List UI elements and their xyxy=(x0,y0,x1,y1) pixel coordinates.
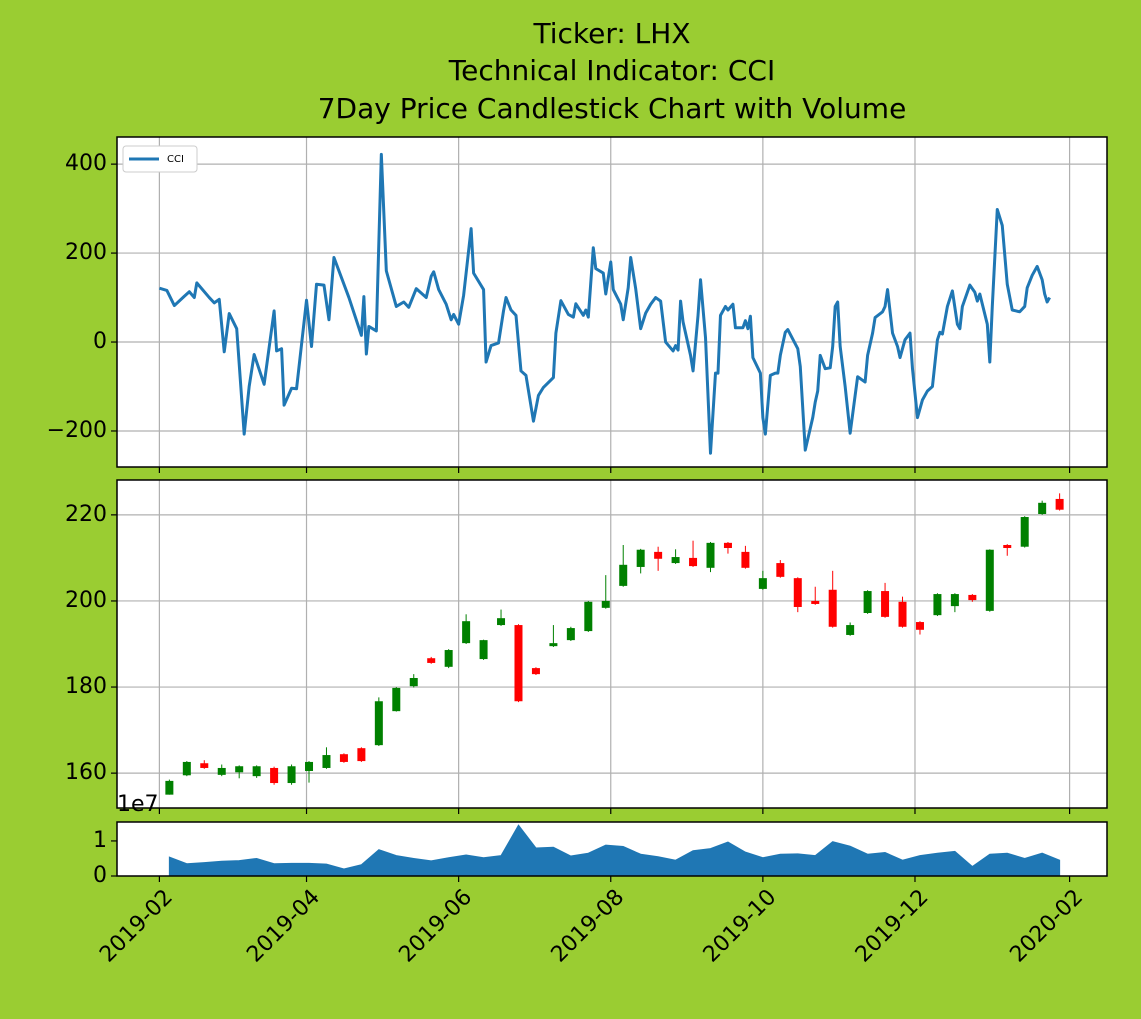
y-tick-label: 400 xyxy=(65,151,107,176)
axis-offset-label: 1e7 xyxy=(117,792,159,817)
candle-body xyxy=(200,763,209,768)
plot-frame xyxy=(116,821,1108,877)
candle-body xyxy=(723,542,732,549)
candle-body xyxy=(584,601,593,632)
candle-body xyxy=(357,748,366,762)
candle-body xyxy=(706,542,715,568)
candle-body xyxy=(741,551,750,568)
candle-body xyxy=(374,701,383,746)
legend-label: CCI xyxy=(167,154,184,165)
candle-body xyxy=(671,557,680,564)
y-tick-label: 220 xyxy=(65,502,107,527)
candle-body xyxy=(1055,498,1064,510)
candle-body xyxy=(514,625,523,702)
candle-body xyxy=(531,668,540,675)
candle-body xyxy=(881,591,890,617)
candle-body xyxy=(863,591,872,614)
candle-body xyxy=(392,687,401,712)
plot-area xyxy=(117,480,1107,808)
y-tick-label: −200 xyxy=(47,418,107,443)
candle-body xyxy=(549,643,558,647)
candle-body xyxy=(985,549,994,611)
y-tick-label: 200 xyxy=(65,240,107,265)
candle-body xyxy=(217,767,226,775)
candle-body xyxy=(636,549,645,567)
candle-body xyxy=(758,578,767,589)
plot-frame xyxy=(116,479,1108,809)
candle-body xyxy=(444,650,453,667)
chart-title: Technical Indicator: CCI xyxy=(448,54,775,87)
candle-body xyxy=(287,766,296,784)
legend-box xyxy=(122,145,198,173)
candle-body xyxy=(654,551,663,559)
candle-body xyxy=(322,755,331,768)
candle-body xyxy=(479,640,488,660)
candle-body xyxy=(776,563,785,577)
plot-area xyxy=(117,137,1107,467)
candle-body xyxy=(915,622,924,630)
candle-body xyxy=(270,767,279,784)
area-series xyxy=(168,824,1061,877)
y-tick-label: 0 xyxy=(93,863,107,888)
candle-body xyxy=(339,754,348,762)
y-tick-label: 1 xyxy=(93,828,107,853)
candle-body xyxy=(811,600,820,604)
y-tick-label: 180 xyxy=(65,674,107,699)
chart-title: 7Day Price Candlestick Chart with Volume xyxy=(318,92,907,125)
y-tick-label: 0 xyxy=(93,329,107,354)
candle-body xyxy=(566,628,575,641)
candle-body xyxy=(409,678,418,687)
candle-body xyxy=(235,766,244,773)
candle-body xyxy=(182,761,191,776)
candle-body xyxy=(619,564,628,586)
candle-body xyxy=(462,621,471,644)
candle-body xyxy=(846,625,855,635)
y-tick-label: 200 xyxy=(65,588,107,613)
candle-body xyxy=(689,557,698,567)
candle-body xyxy=(165,780,174,795)
candle-body xyxy=(828,589,837,627)
candle-body xyxy=(497,618,506,626)
candle-body xyxy=(252,766,261,777)
candle-body xyxy=(601,600,610,608)
chart-title: Ticker: LHX xyxy=(532,17,690,50)
candle-body xyxy=(1003,544,1012,549)
candle-body xyxy=(1038,502,1047,515)
candle-body xyxy=(305,761,314,771)
candle-body xyxy=(1020,517,1029,547)
candle-body xyxy=(933,594,942,616)
candle-body xyxy=(950,594,959,607)
plot-frame xyxy=(116,136,1108,468)
candle-body xyxy=(793,578,802,607)
y-tick-label: 160 xyxy=(65,760,107,785)
candle-body xyxy=(898,601,907,627)
candle-body xyxy=(968,594,977,601)
line-series xyxy=(158,152,1051,455)
candle-body xyxy=(427,658,436,663)
